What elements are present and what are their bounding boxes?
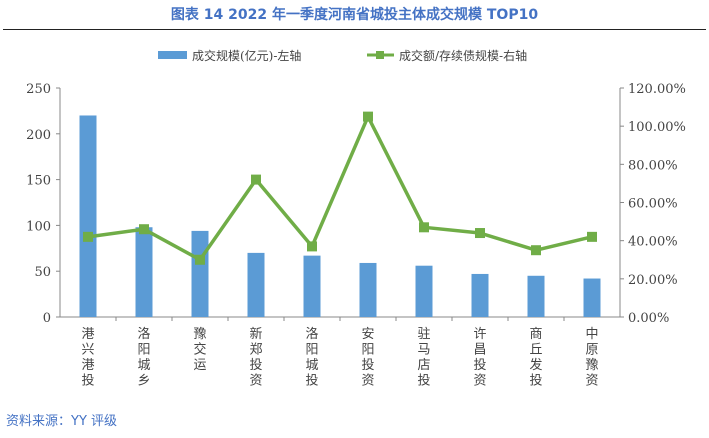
right-tick-label: 0.00% xyxy=(628,311,669,326)
right-tick-label: 100.00% xyxy=(628,120,686,135)
legend-bar-label: 成交规模(亿元)-左轴 xyxy=(192,48,301,63)
bar xyxy=(303,255,321,317)
left-tick-label: 0 xyxy=(43,311,51,326)
right-tick-label: 60.00% xyxy=(628,197,678,212)
bar xyxy=(415,265,433,317)
line-marker xyxy=(251,174,261,185)
category-label: 驻马店投 xyxy=(417,327,430,389)
line-marker xyxy=(195,254,205,265)
right-tick-label: 80.00% xyxy=(628,158,678,173)
left-tick-label: 50 xyxy=(34,265,51,280)
line-marker xyxy=(363,111,373,122)
line-marker xyxy=(587,231,597,242)
category-label: 商丘发投 xyxy=(529,327,542,389)
category-label: 豫交运 xyxy=(193,327,206,373)
category-label: 洛阳城乡 xyxy=(137,327,150,389)
bar xyxy=(191,230,209,317)
line-series xyxy=(87,114,593,262)
bar xyxy=(527,275,545,317)
bar xyxy=(247,252,265,317)
category-label: 中原豫资 xyxy=(585,327,598,389)
category-label: 港兴港投 xyxy=(81,327,94,389)
right-tick-label: 40.00% xyxy=(628,235,678,250)
line-marker xyxy=(531,245,541,256)
bar xyxy=(79,115,97,317)
line-marker xyxy=(419,222,429,233)
bar xyxy=(471,273,489,317)
left-tick-label: 200 xyxy=(26,128,51,143)
chart-title: 图表 14 2022 年一季度河南省城投主体成交规模 TOP10 xyxy=(170,7,539,23)
line-marker xyxy=(475,228,485,239)
left-tick-label: 250 xyxy=(26,82,51,97)
legend-line-marker xyxy=(376,51,384,59)
category-label: 新郑投资 xyxy=(249,326,262,389)
category-label: 安阳投资 xyxy=(361,327,374,389)
legend-bar-swatch xyxy=(158,51,187,59)
line-marker xyxy=(83,231,93,242)
left-tick-label: 150 xyxy=(26,174,51,189)
source-note: 资料来源：YY 评级 xyxy=(6,414,118,429)
category-label: 洛阳城投 xyxy=(305,327,318,389)
category-label: 许昌投资 xyxy=(473,327,486,389)
bar xyxy=(359,262,377,317)
bar xyxy=(583,278,601,317)
title-divider xyxy=(3,29,706,30)
legend-line-label: 成交额/存续债规模-右轴 xyxy=(399,48,527,63)
line-marker xyxy=(139,224,149,235)
left-tick-label: 100 xyxy=(26,219,51,234)
bar xyxy=(135,227,153,317)
line-marker xyxy=(307,241,317,252)
right-tick-label: 20.00% xyxy=(628,273,678,288)
right-tick-label: 120.00% xyxy=(628,82,686,97)
